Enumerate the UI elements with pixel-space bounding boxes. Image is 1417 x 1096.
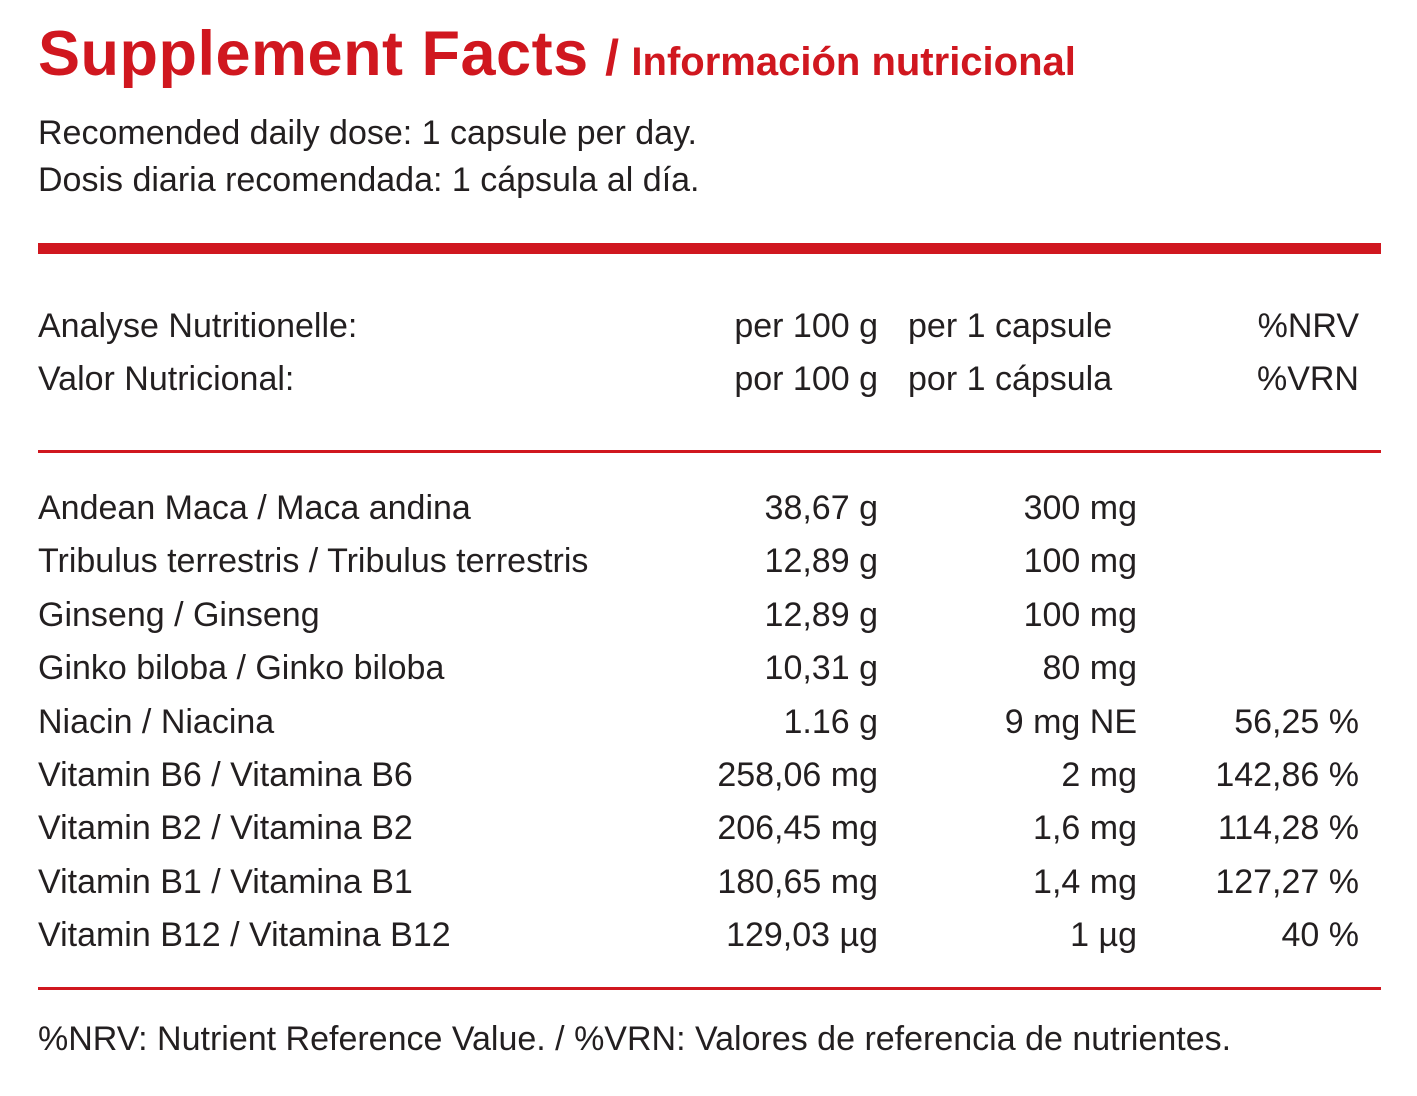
daily-dose-english: Recomended daily dose: 1 capsule per day… xyxy=(38,114,697,152)
value-per-capsule: 1,6 mg xyxy=(1033,809,1137,848)
value-per-100g: 38,67 g xyxy=(764,489,878,527)
value-per-100g: 258,06 mg xyxy=(717,756,878,794)
nutrient-name: Ginko biloba / Ginko biloba xyxy=(38,649,445,688)
header-per-100g: per 100 g xyxy=(734,307,878,345)
header-per-capsule: per 1 capsule xyxy=(908,307,1113,345)
value-per-capsule: 80 mg xyxy=(1042,649,1138,688)
table-row: Ginseng / Ginseng 12,89 g 100 mg xyxy=(0,589,1417,642)
table-row: Tribulus terrestris / Tribulus terrestri… xyxy=(0,535,1417,588)
divider-footer xyxy=(38,987,1381,990)
value-per-capsule: 300 mg xyxy=(1023,489,1137,527)
table-row: Niacin / Niacina 1.16 g 9 mg NE 56,25 % xyxy=(0,696,1417,749)
value-per-100g: 10,31 g xyxy=(764,649,878,688)
nutrient-name: Vitamin B2 / Vitamina B2 xyxy=(38,809,413,848)
value-per-capsule: 1,4 mg xyxy=(1033,862,1137,901)
value-nrv: 40 % xyxy=(1281,916,1360,955)
nutrient-name: Vitamin B6 / Vitamina B6 xyxy=(38,756,413,794)
value-nrv: 142,86 % xyxy=(1215,756,1359,794)
value-nrv: 56,25 % xyxy=(1234,702,1359,741)
value-per-capsule: 100 mg xyxy=(1023,542,1137,581)
value-per-100g: 180,65 mg xyxy=(717,862,878,901)
header-row: Valor Nutricional: por 100 g por 1 cápsula… xyxy=(0,353,1417,406)
footnote: %NRV: Nutrient Reference Value. / %VRN: … xyxy=(38,1020,1232,1058)
table-row: Ginko biloba / Ginko biloba 10,31 g 80 mg xyxy=(0,642,1417,695)
nutrient-name: Ginseng / Ginseng xyxy=(38,595,320,634)
value-per-100g: 12,89 g xyxy=(764,542,878,581)
header-row: Analyse Nutritionelle: per 100 g per 1 cap… xyxy=(0,300,1417,353)
header-label: Analyse Nutritionelle: xyxy=(38,307,358,345)
value-per-capsule: 1 µg xyxy=(1070,916,1137,955)
value-per-100g: 12,89 g xyxy=(764,595,878,634)
table-row: Vitamin B12 / Vitamina B12 129,03 µg 1 µg 4… xyxy=(0,909,1417,962)
value-per-capsule: 100 mg xyxy=(1023,595,1137,634)
title-main: Supplement Facts xyxy=(38,19,589,89)
nutrient-name: Vitamin B12 / Vitamina B12 xyxy=(38,916,451,955)
value-per-100g: 129,03 µg xyxy=(726,916,878,955)
nutrient-name: Tribulus terrestris / Tribulus terrestri… xyxy=(38,542,589,581)
value-per-100g: 1.16 g xyxy=(783,702,878,741)
header-nrv: %VRN xyxy=(1256,360,1359,398)
nutrient-name: Niacin / Niacina xyxy=(38,702,275,741)
value-per-100g: 206,45 mg xyxy=(717,809,878,848)
value-nrv: 127,27 % xyxy=(1215,862,1359,901)
title-subtitle: Información nutricional xyxy=(631,40,1076,84)
page-title: Supplement Facts / Información nutricion… xyxy=(38,18,1076,90)
divider-thick xyxy=(38,243,1381,254)
table-row: Vitamin B6 / Vitamina B6 258,06 mg 2 mg 142… xyxy=(0,749,1417,802)
value-per-capsule: 2 mg xyxy=(1061,756,1137,794)
nutrient-name: Vitamin B1 / Vitamina B1 xyxy=(38,862,413,901)
divider-header xyxy=(38,450,1381,453)
table-row: Vitamin B2 / Vitamina B2 206,45 mg 1,6 mg 1… xyxy=(0,802,1417,855)
table-row: Andean Maca / Maca andina 38,67 g 300 mg xyxy=(0,482,1417,535)
header-per-100g: por 100 g xyxy=(734,360,878,398)
table-row: Vitamin B1 / Vitamina B1 180,65 mg 1,4 mg 1… xyxy=(0,856,1417,909)
header-label: Valor Nutricional: xyxy=(38,360,295,398)
nutrient-name: Andean Maca / Maca andina xyxy=(38,489,471,527)
value-per-capsule: 9 mg NE xyxy=(1004,702,1137,741)
title-separator: / xyxy=(605,30,619,86)
header-per-capsule: por 1 cápsula xyxy=(908,360,1113,398)
daily-dose-spanish: Dosis diaria recomendada: 1 cápsula al d… xyxy=(38,161,700,199)
value-nrv: 114,28 % xyxy=(1217,809,1359,848)
header-nrv: %NRV xyxy=(1257,307,1359,345)
